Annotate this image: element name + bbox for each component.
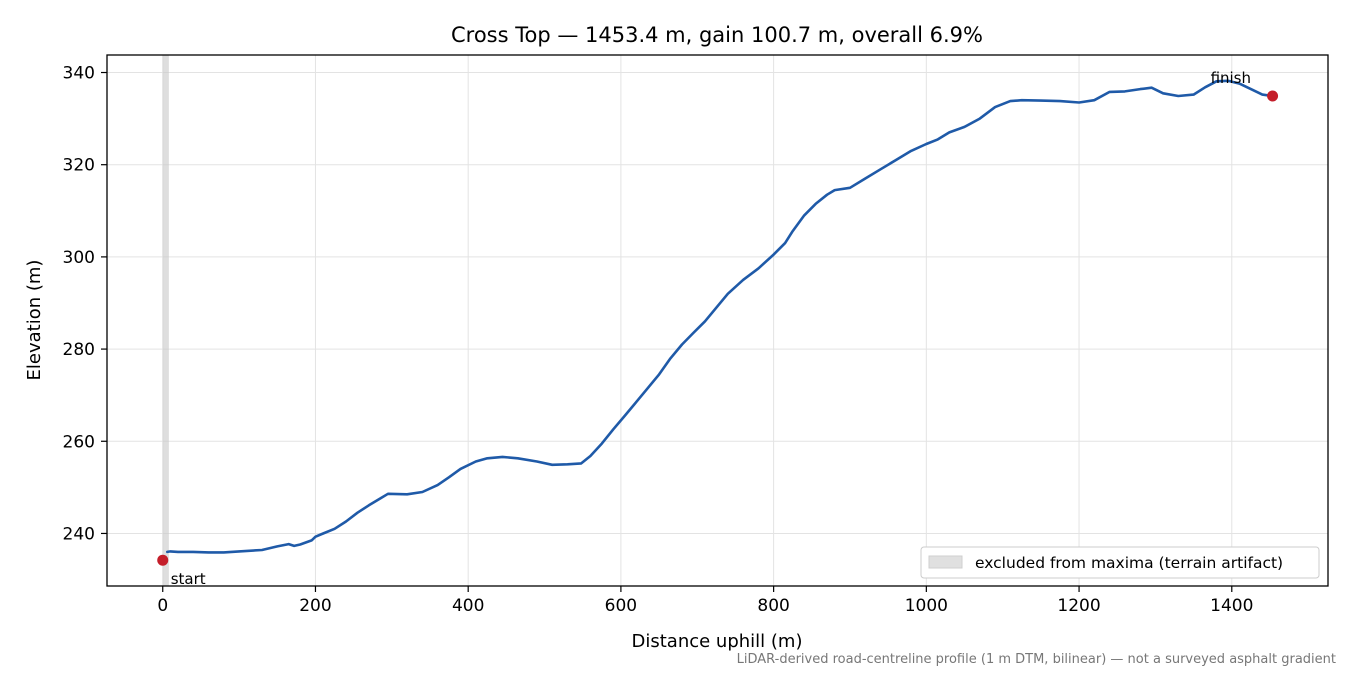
excluded-band-layer (162, 55, 169, 586)
excluded-band (162, 55, 169, 586)
start-label: start (171, 570, 206, 588)
x-tick-label: 1400 (1210, 596, 1253, 616)
plot-frame (106, 54, 1329, 587)
x-tick-label: 400 (452, 596, 484, 616)
y-tick-label: 340 (63, 64, 95, 84)
grid-layer (107, 55, 1328, 586)
y-tick-label: 260 (63, 432, 95, 452)
legend-box (920, 546, 1320, 579)
x-axis-label: Distance uphill (m) (632, 631, 803, 652)
y-tick-label: 320 (63, 156, 95, 176)
x-tick-label: 0 (157, 596, 168, 616)
x-tick-label: 800 (757, 596, 789, 616)
legend-label: excluded from maxima (terrain artifact) (975, 554, 1283, 572)
footnote: LiDAR-derived road-centreline profile (1… (736, 652, 1336, 667)
x-tick-label: 1000 (905, 596, 948, 616)
legend-swatch (928, 555, 963, 569)
y-tick-label: 240 (63, 524, 95, 544)
x-tick-label: 200 (299, 596, 331, 616)
finish-label: finish (1211, 69, 1251, 87)
tick-layer: 0 200 400 600 800 1000 1200 1400 240 260 280 300 320… (63, 64, 1254, 616)
legend: excluded from maxima (terrain artifact) (920, 546, 1320, 579)
x-tick-label: 600 (605, 596, 637, 616)
marker-layer: start finish (157, 69, 1279, 588)
series-layer (166, 79, 1274, 554)
y-tick-label: 280 (63, 340, 95, 360)
chart-title: Cross Top — 1453.4 m, gain 100.7 m, over… (451, 23, 983, 47)
x-tick-label: 1200 (1057, 596, 1100, 616)
start-marker (157, 554, 169, 566)
y-tick-label: 300 (63, 248, 95, 268)
finish-marker (1267, 90, 1279, 102)
y-axis-label: Elevation (m) (24, 260, 45, 381)
elevation-line (166, 79, 1274, 554)
